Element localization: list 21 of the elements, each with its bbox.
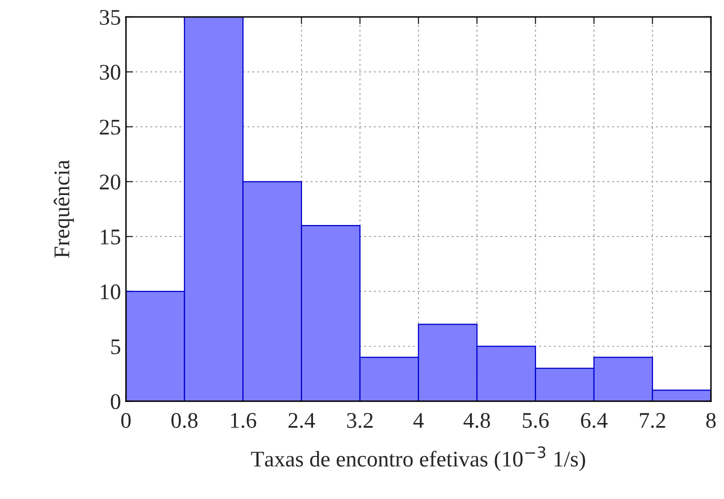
x-tick-label: 8 [706,412,716,428]
x-tick-label: 6.4 [581,413,608,428]
y-tick-label: 5 [111,339,120,354]
y-tick-label: 30 [100,64,120,80]
x-tick-label: 4.8 [464,412,490,428]
y-tick-label: 15 [100,230,120,244]
x-tick-label: 4 [413,413,424,428]
x-axis-title: Taxas de encontro efetivas (10$^{−3}$ 1/s) [251,446,586,472]
x-tick-label: 1.6 [231,413,256,428]
y-tick-label: 25 [100,120,120,135]
x-tick-label: 0.8 [171,412,198,428]
x-tick-label: 3.2 [347,413,373,428]
y-tick-label: 0 [110,394,120,410]
x-tick-label: 5.6 [522,413,549,428]
y-tick-label: 20 [100,174,120,190]
x-tick-label: 0 [121,412,131,428]
y-tick-label: 10 [100,284,120,300]
x-tick-label: 2.4 [288,413,316,428]
x-tick-label: 7.2 [640,413,666,428]
y-tick-label: 35 [100,10,120,25]
y-axis-title: Frequência [54,160,74,258]
